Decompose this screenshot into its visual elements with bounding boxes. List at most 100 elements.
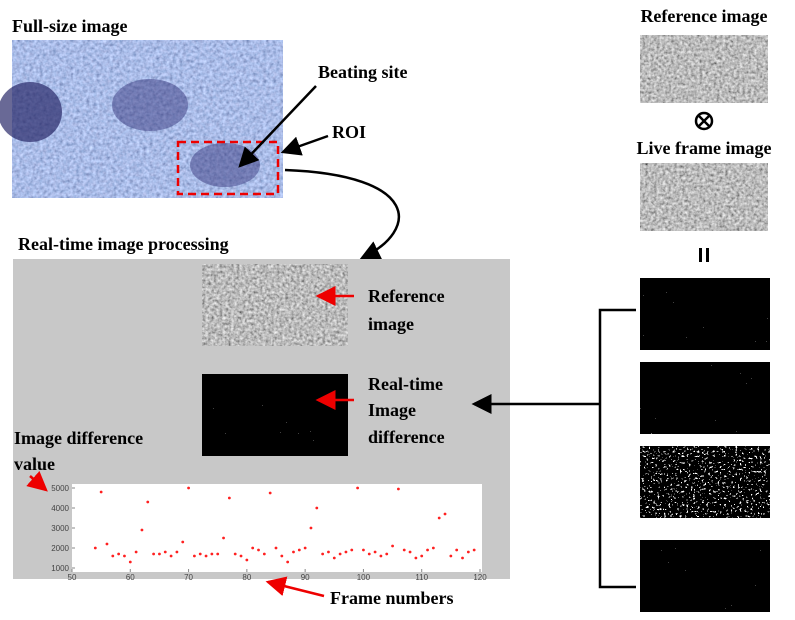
panel-label: Reference: [368, 286, 445, 306]
blob: [112, 79, 188, 131]
curved-arrow: [285, 170, 399, 258]
point: [374, 551, 377, 554]
panel-label: Real-time: [368, 374, 443, 394]
point: [245, 559, 248, 562]
point: [146, 501, 149, 504]
difference-frame: [640, 446, 770, 518]
point: [129, 561, 132, 564]
bracket: [600, 310, 636, 587]
point: [286, 561, 289, 564]
point: [362, 549, 365, 552]
point: [123, 555, 126, 558]
point: [333, 557, 336, 560]
point: [444, 513, 447, 516]
point: [304, 547, 307, 550]
x-tick-label: 70: [184, 573, 193, 582]
point: [251, 547, 254, 550]
point: [222, 537, 225, 540]
point: [187, 487, 190, 490]
processing-title: Real-time image processing: [18, 234, 229, 254]
point: [141, 529, 144, 532]
point: [315, 507, 318, 510]
value-label: Image difference: [14, 428, 143, 448]
panel-label: image: [368, 314, 414, 334]
x-tick-label: 50: [68, 573, 77, 582]
point: [438, 517, 441, 520]
point: [263, 553, 266, 556]
point: [327, 551, 330, 554]
point: [356, 487, 359, 490]
reference-image: [640, 35, 768, 103]
point: [449, 555, 452, 558]
point: [420, 555, 423, 558]
point: [106, 543, 109, 546]
beating-site-label: Beating site: [318, 62, 408, 82]
point: [345, 551, 348, 554]
live-frame-image: [640, 163, 768, 231]
point: [135, 551, 138, 554]
x-tick-label: 90: [301, 573, 310, 582]
point: [455, 549, 458, 552]
point: [467, 551, 470, 554]
point: [269, 492, 272, 495]
point: [181, 541, 184, 544]
full-size-title: Full-size image: [12, 16, 127, 36]
x-tick-label: 80: [242, 573, 251, 582]
point: [210, 553, 213, 556]
equals-symbol: [699, 248, 709, 262]
point: [240, 555, 243, 558]
convolve-symbol: [696, 113, 712, 129]
point: [176, 551, 179, 554]
point: [111, 555, 114, 558]
blob: [190, 143, 260, 187]
point: [310, 527, 313, 530]
point: [414, 557, 417, 560]
point: [193, 555, 196, 558]
red-arrow: [268, 582, 324, 596]
point: [94, 547, 97, 550]
point: [461, 557, 464, 560]
x-tick-label: 120: [473, 573, 487, 582]
point: [385, 553, 388, 556]
y-tick-label: 5000: [51, 484, 69, 493]
plot-area: [72, 484, 482, 572]
point: [152, 553, 155, 556]
x-tick-label: 60: [126, 573, 135, 582]
point: [164, 551, 167, 554]
point: [170, 555, 173, 558]
arrow: [283, 136, 328, 152]
point: [100, 491, 103, 494]
point: [117, 553, 120, 556]
point: [158, 553, 161, 556]
y-tick-label: 2000: [51, 544, 69, 553]
blob: [0, 82, 62, 142]
point: [234, 553, 237, 556]
difference-frame: [640, 362, 770, 434]
point: [321, 553, 324, 556]
y-tick-label: 1000: [51, 564, 69, 573]
point: [298, 549, 301, 552]
point: [280, 555, 283, 558]
panel-label: Image: [368, 400, 416, 420]
x-tick-label: 110: [415, 573, 428, 582]
point: [205, 555, 208, 558]
point: [216, 553, 219, 556]
value-label: value: [14, 454, 55, 474]
frame-label: Frame numbers: [330, 588, 453, 608]
point: [397, 488, 400, 491]
point: [350, 549, 353, 552]
y-tick-label: 4000: [51, 504, 69, 513]
panel-label: difference: [368, 427, 445, 447]
difference-frame: [640, 540, 770, 612]
figure: Full-size image Beating site ROI Real-ti…: [0, 0, 795, 620]
point: [339, 553, 342, 556]
point: [409, 551, 412, 554]
point: [391, 545, 394, 548]
difference-image: [202, 374, 348, 456]
point: [275, 547, 278, 550]
right-reference-label: Reference image: [640, 6, 767, 26]
point: [380, 555, 383, 558]
page: Full-size image Beating site ROI Real-ti…: [0, 0, 795, 620]
point: [473, 549, 476, 552]
point: [292, 551, 295, 554]
